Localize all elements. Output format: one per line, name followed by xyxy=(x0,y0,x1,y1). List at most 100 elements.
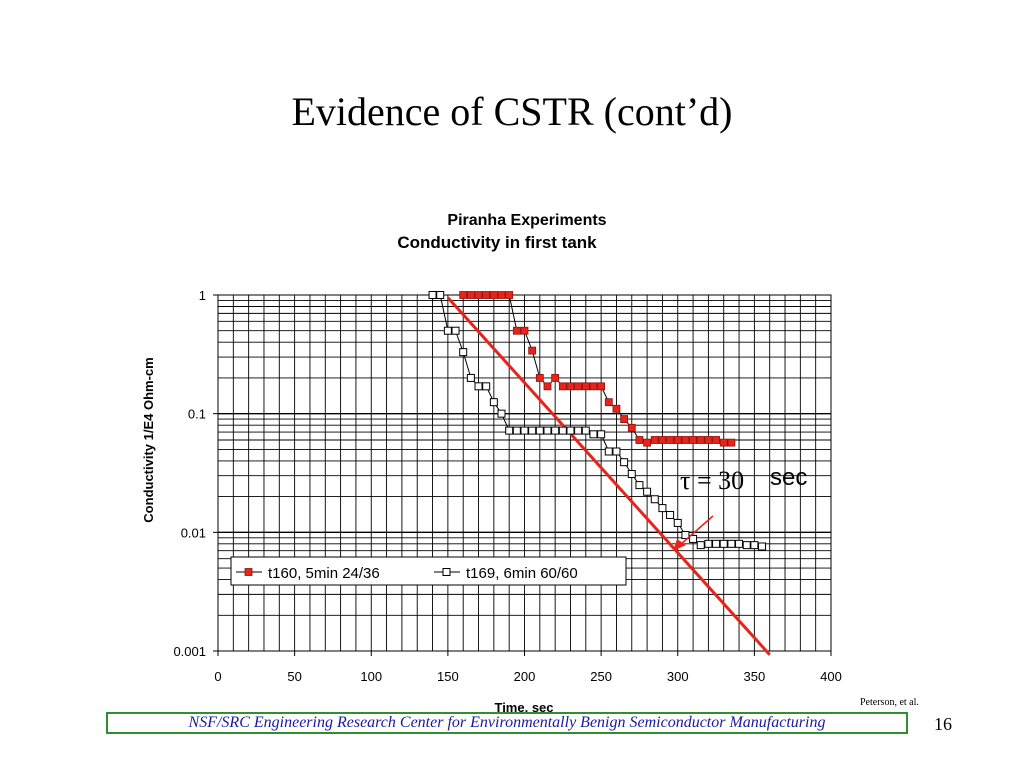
data-point xyxy=(528,426,537,435)
data-point xyxy=(489,291,498,299)
data-point xyxy=(727,539,736,548)
data-point xyxy=(497,291,506,299)
legend-box xyxy=(230,556,627,586)
data-point xyxy=(597,430,606,439)
x-tick-label: 50 xyxy=(287,669,301,684)
data-point xyxy=(758,542,767,551)
data-point xyxy=(612,404,621,413)
data-point xyxy=(643,487,652,496)
legend-label-t160: t160, 5min 24/36 xyxy=(268,565,380,582)
data-point xyxy=(551,426,560,435)
data-point xyxy=(666,436,674,444)
data-point xyxy=(497,409,506,418)
data-point xyxy=(528,346,537,355)
data-point xyxy=(597,382,606,391)
data-point xyxy=(520,326,529,335)
data-point xyxy=(750,541,759,550)
data-point xyxy=(451,326,460,335)
annotation-arrow-line xyxy=(679,515,714,546)
tau-fit-line xyxy=(446,296,771,656)
data-point xyxy=(704,436,713,444)
data-point xyxy=(566,382,575,391)
x-tick-label: 200 xyxy=(514,669,536,684)
data-point xyxy=(505,426,514,435)
data-point xyxy=(604,398,613,407)
x-tick-label: 150 xyxy=(437,669,459,684)
data-point xyxy=(604,447,613,456)
data-point xyxy=(589,382,598,391)
data-point xyxy=(466,291,475,299)
x-tick-label: 400 xyxy=(820,669,842,684)
data-point xyxy=(712,436,720,444)
y-axis-label: Conductivity 1/E4 Ohm-cm xyxy=(141,357,156,522)
data-point xyxy=(505,291,514,299)
series-line xyxy=(463,294,732,444)
footer-banner: NSF/SRC Engineering Research Center for … xyxy=(106,712,908,734)
data-point xyxy=(650,436,659,444)
slide-title: Evidence of CSTR (cont’d) xyxy=(291,89,733,134)
data-point xyxy=(558,382,567,391)
x-tick-label: 300 xyxy=(667,669,689,684)
data-point xyxy=(581,382,590,391)
data-point xyxy=(620,458,629,467)
data-point xyxy=(689,436,697,444)
x-tick-label: 350 xyxy=(744,669,766,684)
data-point xyxy=(620,415,629,423)
series-t169 xyxy=(428,291,767,551)
data-point xyxy=(459,291,468,299)
x-axis-ticks: 0 50 100 150 200 250 300 350 400 xyxy=(214,651,842,684)
data-point xyxy=(681,530,690,539)
data-point xyxy=(696,436,705,444)
data-point xyxy=(650,495,659,504)
data-point xyxy=(658,436,667,444)
data-point xyxy=(535,374,544,382)
y-tick-label: 0.001 xyxy=(173,644,206,659)
data-point xyxy=(543,426,552,435)
data-point xyxy=(666,510,675,519)
data-point xyxy=(574,426,583,435)
data-point xyxy=(712,539,721,548)
page-number: 16 xyxy=(934,714,952,734)
legend: t160, 5min 24/36 t169, 6min 60/60 xyxy=(230,556,627,586)
data-point xyxy=(627,470,636,479)
data-point xyxy=(566,426,575,435)
data-point xyxy=(673,436,682,444)
legend-marker-t160 xyxy=(244,568,253,576)
data-point xyxy=(551,374,560,382)
data-point xyxy=(589,430,598,439)
series-layer xyxy=(428,291,767,551)
data-point xyxy=(612,447,621,456)
data-point xyxy=(635,481,644,490)
legend-label-t169: t169, 6min 60/60 xyxy=(466,565,578,582)
annotation-arrowhead xyxy=(673,539,686,551)
data-point xyxy=(627,423,636,432)
data-point xyxy=(727,438,736,447)
plot-grid xyxy=(218,295,831,651)
data-point xyxy=(443,326,452,335)
data-point xyxy=(696,541,705,550)
x-tick-label: 0 xyxy=(214,669,221,684)
credit-text: Peterson, et al. xyxy=(860,697,919,708)
series-line xyxy=(432,294,763,547)
data-point xyxy=(482,382,491,391)
legend-marker-t169 xyxy=(442,568,451,576)
y-axis-ticks: 0.001 0.01 0.1 1 xyxy=(173,288,218,659)
fit-line-group xyxy=(446,296,771,656)
data-point xyxy=(735,539,744,548)
data-point xyxy=(643,438,651,447)
data-point xyxy=(719,539,728,548)
data-point xyxy=(428,291,437,299)
chart-title: Piranha Experiments xyxy=(447,212,606,229)
y-tick-label: 0.1 xyxy=(188,407,206,422)
data-point xyxy=(658,504,667,513)
tau-label: τ = 30 xyxy=(680,466,744,495)
data-point xyxy=(704,539,713,548)
x-tick-label: 100 xyxy=(360,669,382,684)
data-point xyxy=(512,426,521,435)
data-point xyxy=(719,438,728,447)
chart-subtitle: Conductivity in first tank xyxy=(397,233,597,252)
series-t160 xyxy=(459,291,736,447)
data-point xyxy=(742,541,751,550)
y-tick-label: 0.01 xyxy=(181,525,206,540)
data-point xyxy=(681,436,690,444)
